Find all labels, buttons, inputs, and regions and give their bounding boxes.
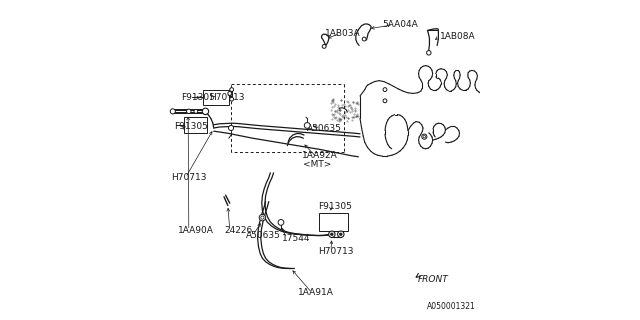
Circle shape xyxy=(259,214,266,221)
Text: 1AB03A: 1AB03A xyxy=(325,29,360,38)
Text: 17544: 17544 xyxy=(282,234,310,243)
Bar xyxy=(319,213,348,231)
Circle shape xyxy=(261,216,264,219)
Text: 5AA04A: 5AA04A xyxy=(383,20,418,28)
Circle shape xyxy=(329,231,335,237)
Bar xyxy=(184,117,207,133)
Text: H70713: H70713 xyxy=(319,247,354,256)
Circle shape xyxy=(194,109,198,113)
Circle shape xyxy=(362,37,366,41)
Circle shape xyxy=(339,233,342,236)
Circle shape xyxy=(383,88,387,92)
Text: 1AB08A: 1AB08A xyxy=(440,32,476,41)
Circle shape xyxy=(228,92,232,95)
Text: <MT>: <MT> xyxy=(303,160,332,169)
Circle shape xyxy=(331,233,333,236)
Text: A50635: A50635 xyxy=(307,124,342,132)
Text: H70713: H70713 xyxy=(172,173,207,182)
Text: H70713: H70713 xyxy=(210,93,245,102)
Circle shape xyxy=(305,123,310,128)
Text: A050001321: A050001321 xyxy=(426,302,475,311)
Bar xyxy=(204,90,230,105)
Text: A50635: A50635 xyxy=(246,231,281,240)
Circle shape xyxy=(426,51,431,55)
Circle shape xyxy=(383,99,387,103)
Text: 1AA90A: 1AA90A xyxy=(178,226,214,235)
Circle shape xyxy=(423,135,426,138)
Text: F91305: F91305 xyxy=(181,93,214,102)
Circle shape xyxy=(338,231,344,237)
Text: 1AA92A: 1AA92A xyxy=(302,151,338,160)
Text: FRONT: FRONT xyxy=(418,276,449,284)
Circle shape xyxy=(202,108,209,115)
Text: F91305: F91305 xyxy=(174,122,208,131)
Circle shape xyxy=(322,44,326,48)
Circle shape xyxy=(230,88,234,92)
Circle shape xyxy=(170,109,175,114)
Circle shape xyxy=(187,109,191,114)
Text: 1AA91A: 1AA91A xyxy=(298,288,333,297)
Text: 24226: 24226 xyxy=(224,226,252,235)
Circle shape xyxy=(278,220,284,225)
Circle shape xyxy=(422,134,427,139)
Text: F91305: F91305 xyxy=(319,202,352,211)
Circle shape xyxy=(228,125,234,131)
Circle shape xyxy=(230,97,234,101)
